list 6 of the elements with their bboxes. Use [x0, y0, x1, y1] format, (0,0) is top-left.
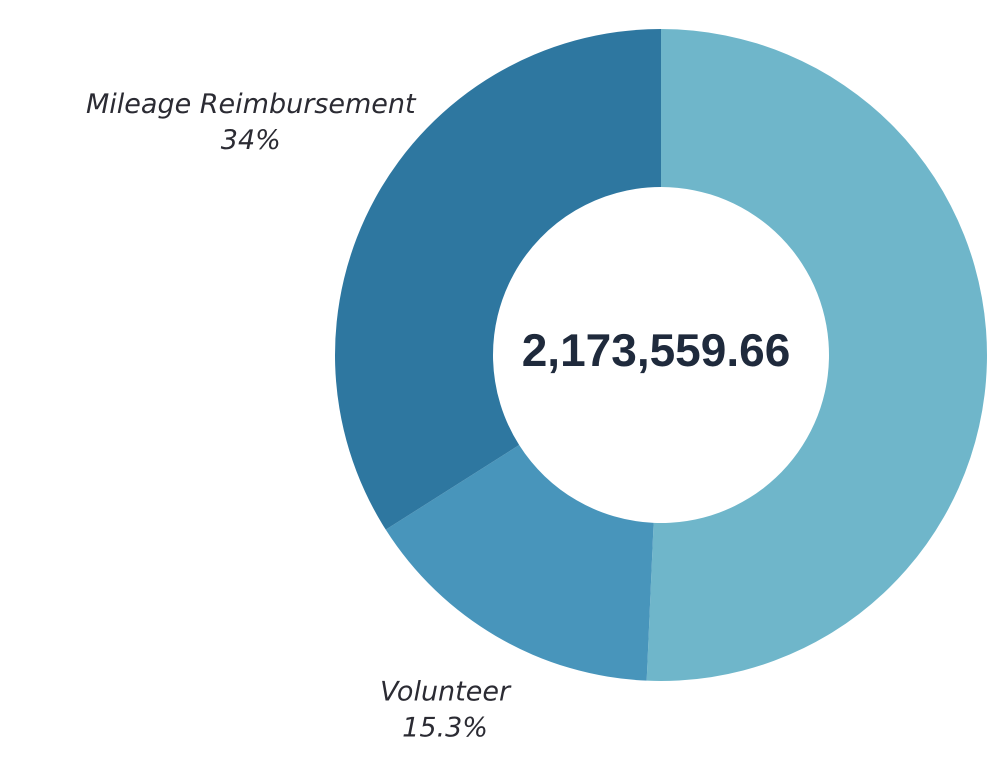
text: 2,173,559.66 — [522, 324, 790, 376]
data-label: 34% — [220, 125, 281, 156]
slice-label: Volunteer — [380, 676, 512, 708]
data-label: 15.3% — [402, 712, 488, 744]
donut-slice — [386, 445, 654, 681]
slice-label: Mileage Reimbursement — [86, 89, 418, 120]
